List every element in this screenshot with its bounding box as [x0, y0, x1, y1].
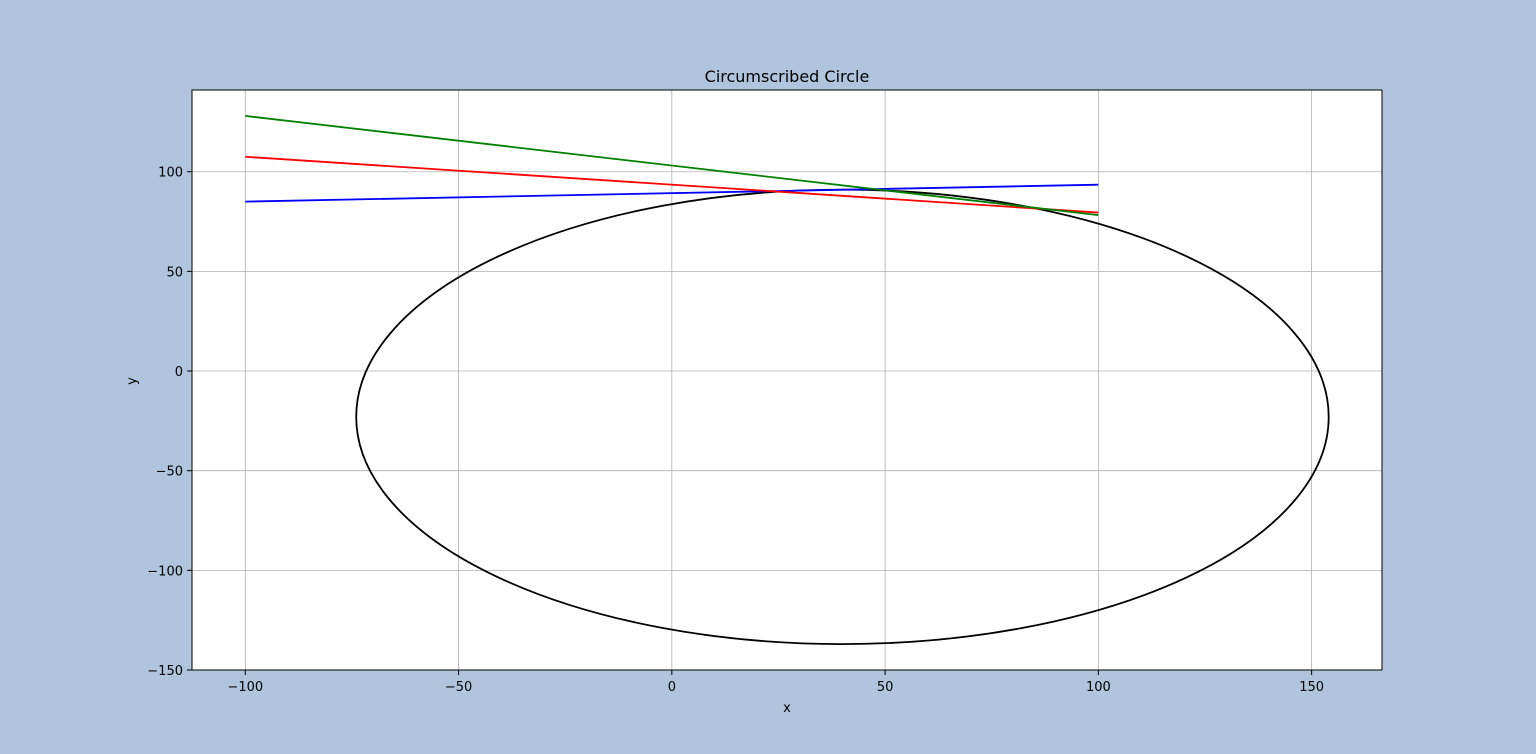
x-axis-label: x — [783, 701, 791, 716]
axes-frame — [191, 89, 1383, 671]
chart-title: Circumscribed Circle — [705, 67, 870, 86]
y-tick-label: −50 — [156, 465, 183, 480]
x-tick-label: 0 — [668, 680, 676, 695]
y-tick-label: 100 — [158, 166, 183, 181]
x-ticks: −100 −50 0 50 100 150 — [227, 670, 1324, 695]
x-tick-label: 150 — [1299, 680, 1324, 695]
series-line-3 — [245, 115, 1099, 217]
y-tick-label: 50 — [166, 265, 183, 280]
x-tick-label: −50 — [445, 680, 472, 695]
plot-lines — [245, 115, 1330, 645]
y-ticks: −150 −100 −50 0 50 100 — [147, 166, 192, 679]
x-tick-label: −100 — [227, 680, 263, 695]
y-tick-label: 0 — [175, 365, 183, 380]
series-line-1 — [245, 183, 1099, 203]
axes-background — [192, 90, 1382, 670]
series-line-2 — [245, 155, 1099, 214]
y-tick-label: −100 — [147, 564, 183, 579]
y-tick-label: −150 — [147, 664, 183, 679]
x-tick-label: 50 — [877, 680, 894, 695]
y-axis-label: y — [125, 377, 140, 385]
x-tick-label: 100 — [1086, 680, 1111, 695]
